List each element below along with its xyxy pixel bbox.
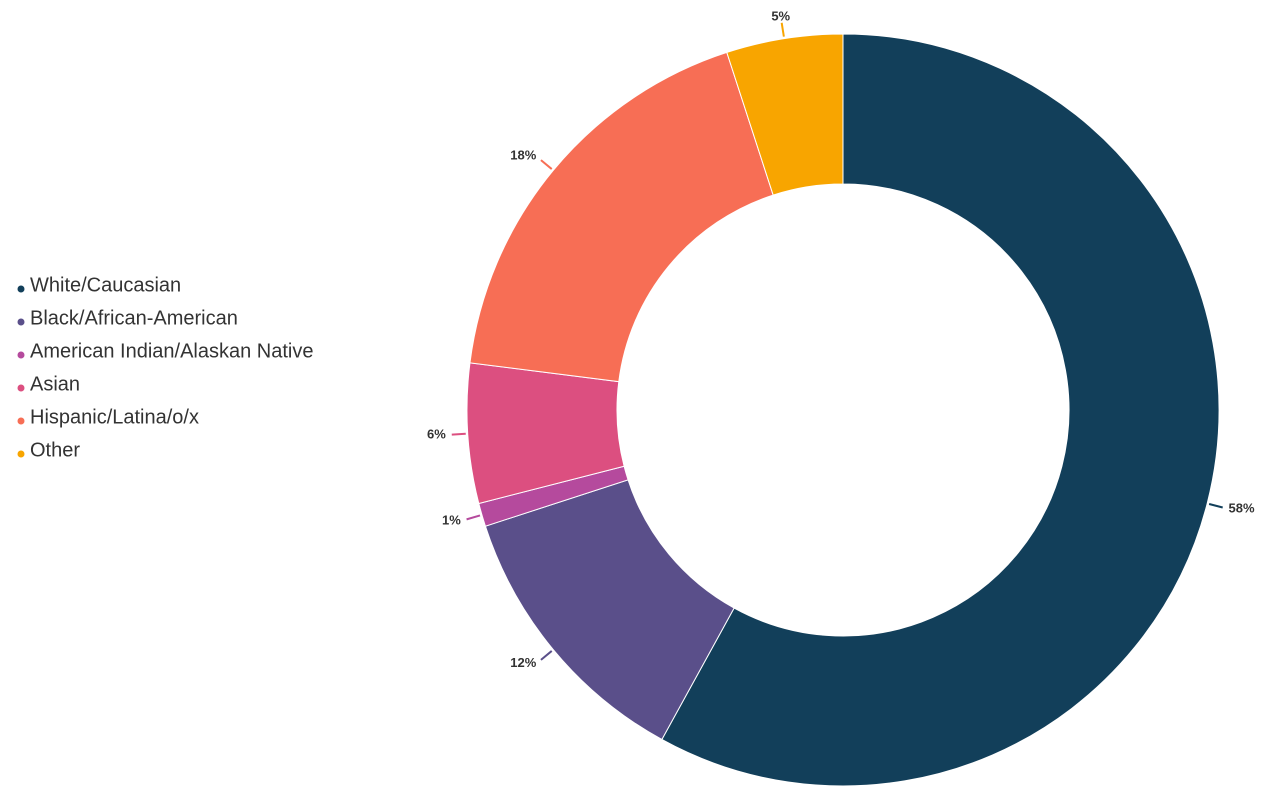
legend-marker: [17, 417, 25, 425]
legend-marker: [17, 450, 25, 458]
leader-line: [451, 432, 466, 436]
legend-label: American Indian/Alaskan Native: [30, 340, 313, 362]
value-label: 1%: [442, 512, 461, 527]
value-label: 58%: [1228, 500, 1254, 515]
slice: [726, 33, 844, 196]
legend-label: Asian: [30, 373, 80, 395]
leader-line: [540, 650, 553, 661]
legend-label: White/Caucasian: [30, 274, 181, 296]
value-label: 5%: [771, 8, 790, 23]
legend-label: Black/African-American: [30, 307, 238, 329]
leader-line: [1208, 503, 1223, 509]
legend-label: Hispanic/Latina/o/x: [30, 406, 199, 428]
legend: White/Caucasian Black/African-American Ame…: [17, 274, 313, 461]
value-label: 18%: [510, 148, 536, 163]
legend-marker: [17, 318, 25, 326]
legend-marker: [17, 351, 25, 359]
leader-line: [780, 22, 785, 37]
legend-marker: [17, 384, 25, 392]
value-label: 6%: [427, 426, 446, 441]
legend-label: Other: [30, 439, 80, 461]
legend-marker: [17, 285, 25, 293]
leader-line: [466, 514, 481, 521]
leader-line: [540, 159, 553, 170]
slice: [469, 51, 774, 383]
slice: [661, 33, 1220, 787]
donut: 58% 12% 1% 6% 18% 5%: [427, 8, 1255, 787]
value-label: 12%: [510, 655, 536, 670]
